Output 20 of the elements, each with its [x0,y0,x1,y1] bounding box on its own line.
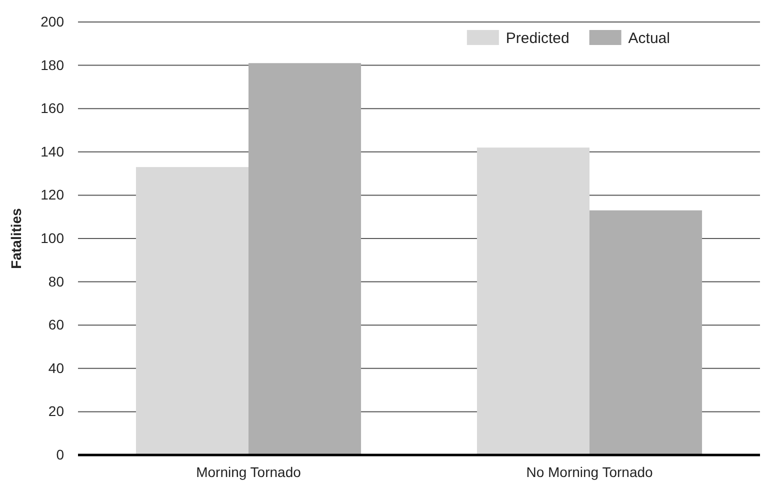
x-tick-label: Morning Tornado [196,464,302,480]
y-tick-label: 40 [48,360,64,376]
y-tick-label: 160 [40,100,64,116]
y-tick-label: 140 [40,143,64,160]
x-tick-label: No Morning Tornado [526,464,654,480]
legend-label: Actual [628,30,670,47]
y-tick-label: 60 [48,316,64,333]
y-tick-label: 180 [40,56,64,73]
y-axis-title: Fatalities [8,208,24,269]
y-tick-label: 80 [48,273,64,290]
y-tick-label: 20 [48,403,64,420]
y-tick-label: 120 [40,186,64,203]
bar [590,210,702,455]
y-tick-label: 0 [56,446,64,462]
y-tick-label: 200 [40,13,64,30]
bar [248,63,362,455]
y-tick-label: 100 [40,230,64,246]
bar [476,148,590,455]
legend-label: Predicted [506,30,570,47]
bar [136,167,248,455]
